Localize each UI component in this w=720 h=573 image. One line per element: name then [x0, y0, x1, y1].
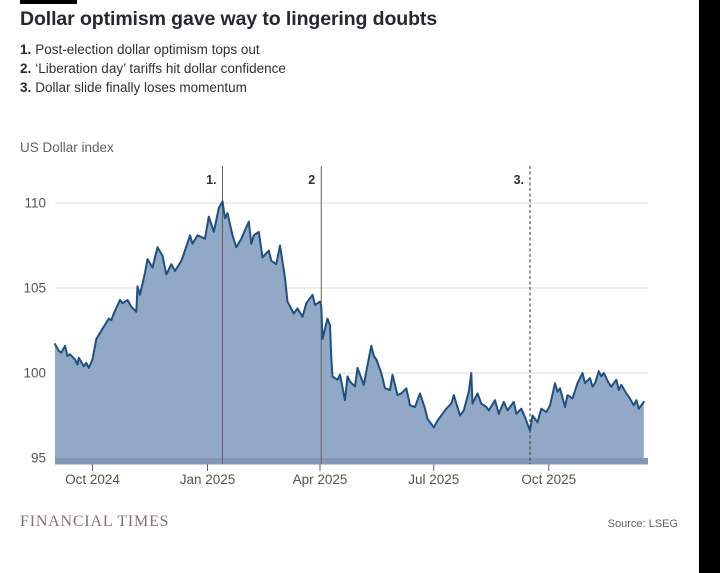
x-tick-label: Jan 2025: [180, 472, 236, 487]
y-tick-label-95: 95: [31, 451, 46, 466]
dollar-index-chart: 1. 2 3. 95 100 105 110 Oct 2024 Jan 2025 Apr 2025…: [23, 166, 648, 487]
annotation-text: Dollar slide finally loses momentum: [35, 80, 247, 95]
event-label-2: 2: [308, 173, 315, 187]
y-axis-title: US Dollar index: [20, 140, 114, 155]
annotation-number: 1.: [20, 42, 32, 57]
y-tick-label-105: 105: [23, 281, 46, 296]
x-tick-label: Apr 2025: [293, 472, 348, 487]
x-tick-label: Oct 2025: [521, 472, 576, 487]
x-tick-label: Jul 2025: [408, 472, 459, 487]
annotation-item-1: 1. Post-election dollar optimism tops out: [20, 40, 286, 59]
event-label-3: 3.: [514, 173, 524, 187]
annotation-list: 1. Post-election dollar optimism tops out…: [20, 40, 286, 97]
annotation-text: Post-election dollar optimism tops out: [35, 42, 260, 57]
source-label: Source: LSEG: [607, 518, 678, 530]
area-fill: [55, 201, 644, 459]
annotation-number: 2.: [20, 61, 32, 76]
event-label-1: 1.: [206, 173, 216, 187]
y-tick-label-100: 100: [23, 366, 46, 381]
page-title: Dollar optimism gave way to lingering do…: [20, 8, 438, 30]
annotation-number: 3.: [20, 80, 32, 95]
ft-logo: FINANCIAL TIMES: [20, 513, 170, 530]
baseline-band: [55, 458, 648, 465]
title-kicker-bar: [20, 0, 77, 4]
y-tick-label-110: 110: [24, 196, 46, 211]
annotation-text: ‘Liberation day’ tariffs hit dollar conf…: [35, 61, 286, 76]
index-line: [54, 200, 645, 432]
annotation-item-3: 3. Dollar slide finally loses momentum: [20, 78, 286, 97]
annotation-item-2: 2. ‘Liberation day’ tariffs hit dollar co…: [20, 59, 286, 78]
x-tick-label: Oct 2024: [65, 472, 120, 487]
right-black-bar: [699, 0, 720, 573]
